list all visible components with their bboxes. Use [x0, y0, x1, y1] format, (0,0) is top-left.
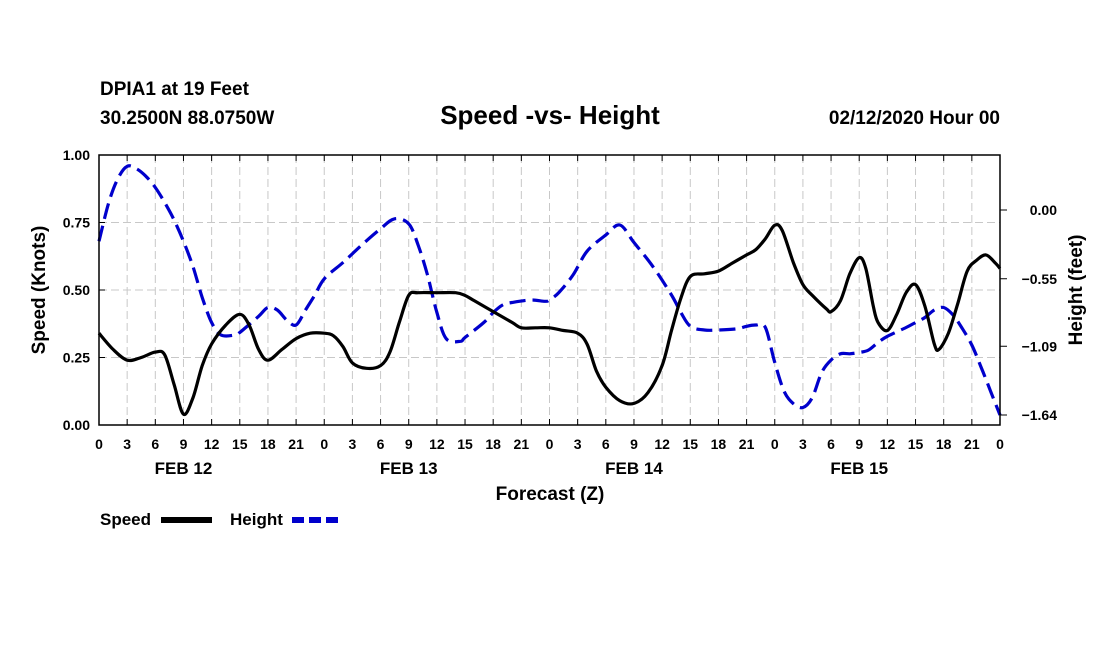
- height-series-line: [97, 164, 1002, 416]
- x-tick-label: 3: [574, 436, 582, 452]
- x-tick-label: 12: [204, 436, 220, 452]
- y-tick-label-left: 0.00: [63, 417, 90, 433]
- legend-speed-label: Speed: [100, 510, 151, 529]
- x-tick-label: 12: [654, 436, 670, 452]
- date-label: FEB 14: [605, 459, 663, 478]
- date-label: FEB 12: [155, 459, 213, 478]
- y-tick-label-left: 0.75: [63, 215, 90, 231]
- run-time-label: 02/12/2020 Hour 00: [829, 108, 1000, 129]
- y-tick-label-left: 0.25: [63, 350, 90, 366]
- speed-series-line: [97, 222, 1002, 417]
- x-tick-label: 21: [288, 436, 304, 452]
- legend: Speed Height: [100, 510, 342, 529]
- x-tick-label: 3: [799, 436, 807, 452]
- x-tick-label: 0: [996, 436, 1004, 452]
- x-tick-label: 15: [457, 436, 473, 452]
- date-label: FEB 13: [380, 459, 438, 478]
- x-tick-label: 3: [123, 436, 131, 452]
- date-label: FEB 15: [830, 459, 888, 478]
- x-tick-label: 15: [232, 436, 248, 452]
- y-tick-label-right: −0.55: [1022, 271, 1058, 287]
- y-tick-label-left: 0.50: [63, 282, 90, 298]
- x-tick-label: 12: [880, 436, 896, 452]
- x-tick-label: 15: [908, 436, 924, 452]
- x-tick-label: 0: [546, 436, 554, 452]
- x-tick-label: 21: [514, 436, 530, 452]
- x-tick-label: 21: [739, 436, 755, 452]
- x-tick-label: 9: [855, 436, 863, 452]
- x-tick-label: 18: [711, 436, 727, 452]
- x-tick-label: 9: [630, 436, 638, 452]
- axis-ticks: 0 3 6 9 12 15 18 21 0 3 6 9 12 15 18 21 0 3 6 9 12 15 18 21 0 3 6 9…: [63, 147, 1057, 478]
- y-axis-title-right: Height (feet): [1066, 235, 1087, 346]
- x-tick-label: 0: [95, 436, 103, 452]
- x-tick-label: 12: [429, 436, 445, 452]
- x-axis-title: Forecast (Z): [496, 484, 605, 505]
- x-tick-label: 6: [602, 436, 610, 452]
- x-tick-label: 0: [771, 436, 779, 452]
- gridlines: [99, 155, 1000, 425]
- x-tick-label: 0: [320, 436, 328, 452]
- y-tick-label-right: 0.00: [1030, 202, 1057, 218]
- x-tick-label: 18: [936, 436, 952, 452]
- y-tick-label-left: 1.00: [63, 147, 90, 163]
- x-tick-label: 6: [827, 436, 835, 452]
- x-tick-label: 9: [180, 436, 188, 452]
- x-tick-label: 9: [405, 436, 413, 452]
- y-tick-label-right: −1.09: [1022, 338, 1058, 354]
- legend-height-label: Height: [230, 510, 283, 529]
- x-tick-label: 6: [377, 436, 385, 452]
- x-tick-label: 18: [260, 436, 276, 452]
- x-tick-label: 18: [485, 436, 501, 452]
- location-label: 30.2500N 88.0750W: [100, 108, 274, 129]
- series-layer: [97, 164, 1002, 417]
- chart-title: Speed -vs- Height: [440, 100, 660, 130]
- x-tick-label: 6: [151, 436, 159, 452]
- x-tick-label: 15: [682, 436, 698, 452]
- y-tick-label-right: −1.64: [1022, 407, 1058, 423]
- x-tick-label: 21: [964, 436, 980, 452]
- station-label: DPIA1 at 19 Feet: [100, 79, 250, 100]
- y-axis-title-left: Speed (Knots): [29, 226, 50, 355]
- x-tick-label: 3: [349, 436, 357, 452]
